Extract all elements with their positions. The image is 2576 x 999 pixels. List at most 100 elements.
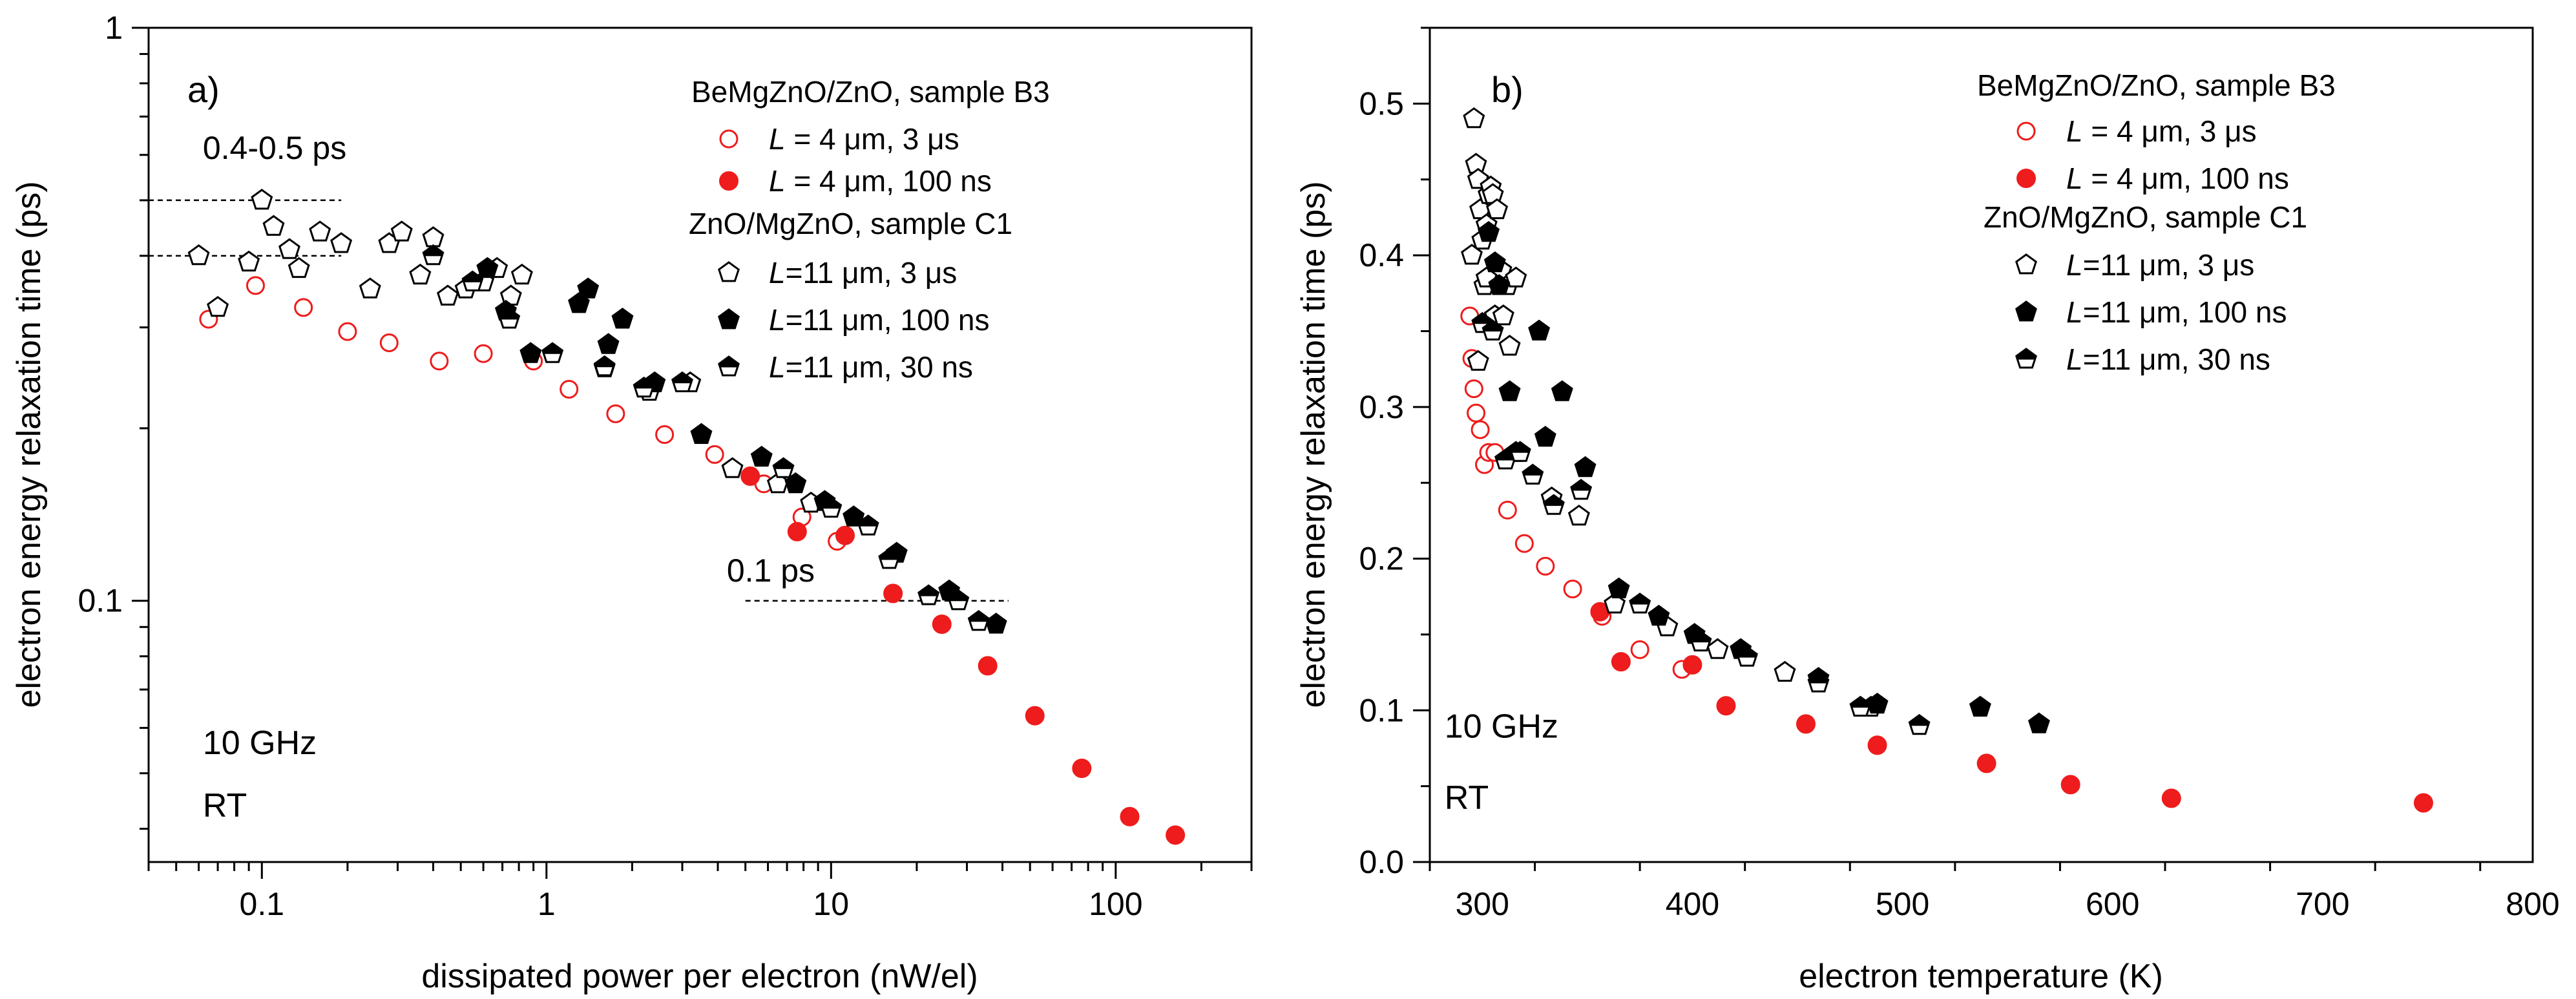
annotation-plateau-range: 0.4-0.5 ps [203, 130, 346, 166]
panel-label: b) [1491, 69, 1524, 110]
data-point [917, 584, 940, 605]
data-point [560, 379, 579, 399]
data-point [2027, 712, 2050, 733]
data-point [1120, 806, 1140, 826]
series-pentagon-filled [1478, 221, 2050, 733]
data-point [1482, 319, 1504, 341]
data-points [187, 189, 1186, 845]
data-point [835, 525, 855, 545]
x-tick-label: 600 [2086, 886, 2139, 922]
legend-entry: L = 4 μm, 3 μs [769, 122, 959, 156]
data-point [1464, 379, 1483, 399]
data-point [1648, 604, 1670, 626]
data-point [1483, 251, 1506, 273]
data-point [932, 615, 952, 635]
data-point [430, 352, 449, 371]
legend-entry: L=11 μm, 30 ns [769, 350, 973, 384]
series-pentagon-open [1461, 107, 1882, 717]
y-tick-label: 1 [105, 10, 123, 46]
data-point [1536, 556, 1555, 576]
data-point [1570, 479, 1593, 500]
legend-marker [2016, 169, 2036, 188]
x-axis-title: dissipated power per electron (nW/el) [421, 958, 978, 995]
data-point [857, 514, 879, 536]
data-point [498, 308, 521, 329]
x-tick-label: 300 [1456, 886, 1509, 922]
axis-ticks: 0.1 1 10 100 0.1 1 [78, 10, 1253, 922]
x-tick-label: 800 [2506, 886, 2559, 922]
data-point [1542, 494, 1565, 515]
data-point [947, 589, 970, 611]
data-point [309, 220, 331, 242]
x-axis-title: electron temperature (K) [1799, 958, 2163, 995]
data-point [288, 257, 310, 279]
data-point [1514, 534, 1534, 553]
data-point [611, 308, 634, 329]
data-point [967, 609, 990, 631]
series-circle-filled [1590, 602, 2433, 813]
data-point [1467, 403, 1486, 423]
x-tick-label: 0.1 [240, 886, 285, 922]
data-point [187, 244, 210, 266]
data-point [1509, 441, 1531, 462]
data-point [1630, 640, 1649, 659]
legend-entry: L = 4 μm, 100 ns [2066, 162, 2289, 195]
y-tick-label: 0.5 [1359, 85, 1404, 121]
data-point [541, 342, 564, 363]
data-point [1969, 695, 1991, 717]
data-point [1567, 504, 1590, 526]
data-point [1461, 244, 1483, 265]
annotation-frequency: 10 GHz [1445, 708, 1558, 746]
data-point [597, 333, 620, 354]
data-point [1467, 350, 1489, 371]
data-point [359, 277, 381, 299]
legend-entry: L=11 μm, 100 ns [769, 303, 989, 337]
data-point [978, 656, 998, 676]
x-tick-label: 1 [538, 886, 556, 922]
data-point [1629, 593, 1651, 614]
data-point [843, 505, 865, 527]
data-point [705, 445, 724, 464]
series-circle-filled [740, 466, 1186, 845]
data-point [593, 355, 616, 377]
series-circle-open [199, 276, 847, 551]
data-point [1166, 825, 1186, 845]
legend: BeMgZnO/ZnO, sample B3 ZnO/MgZnO, sample… [689, 75, 1050, 384]
data-point [437, 284, 459, 306]
data-point [671, 371, 693, 392]
y-tick-label: 0.3 [1359, 389, 1404, 425]
data-point [422, 226, 445, 247]
data-point [740, 466, 760, 486]
legend-entry: L=11 μm, 3 μs [769, 256, 957, 289]
x-tick-label: 400 [1666, 886, 1719, 922]
data-point [1498, 500, 1517, 520]
data-point [784, 472, 807, 494]
data-point [1563, 579, 1582, 598]
data-point [721, 457, 744, 478]
annotation-temperature: RT [1445, 779, 1489, 817]
data-point [772, 457, 795, 478]
x-tick-label: 10 [813, 886, 850, 922]
y-tick-label: 0.4 [1359, 237, 1404, 273]
legend-entry: L=11 μm, 30 ns [2066, 342, 2270, 376]
data-point [278, 238, 300, 259]
legend-marker [2015, 300, 2037, 322]
data-point [1574, 456, 1597, 478]
data-point [1976, 753, 1996, 773]
data-points [1460, 107, 2433, 813]
data-point [1072, 759, 1092, 779]
data-point [1486, 198, 1509, 220]
data-point [510, 264, 533, 285]
data-point [1867, 735, 1887, 755]
legend-marker [719, 129, 738, 149]
data-point [474, 344, 493, 363]
data-point [883, 584, 903, 604]
annotation-plateau-value: 0.1 ps [727, 552, 815, 589]
data-point [519, 342, 542, 363]
y-tick-label: 0.2 [1359, 541, 1404, 577]
data-point [1505, 266, 1527, 288]
legend-group-title: ZnO/MgZnO, sample C1 [689, 207, 1012, 240]
data-point [262, 215, 285, 236]
